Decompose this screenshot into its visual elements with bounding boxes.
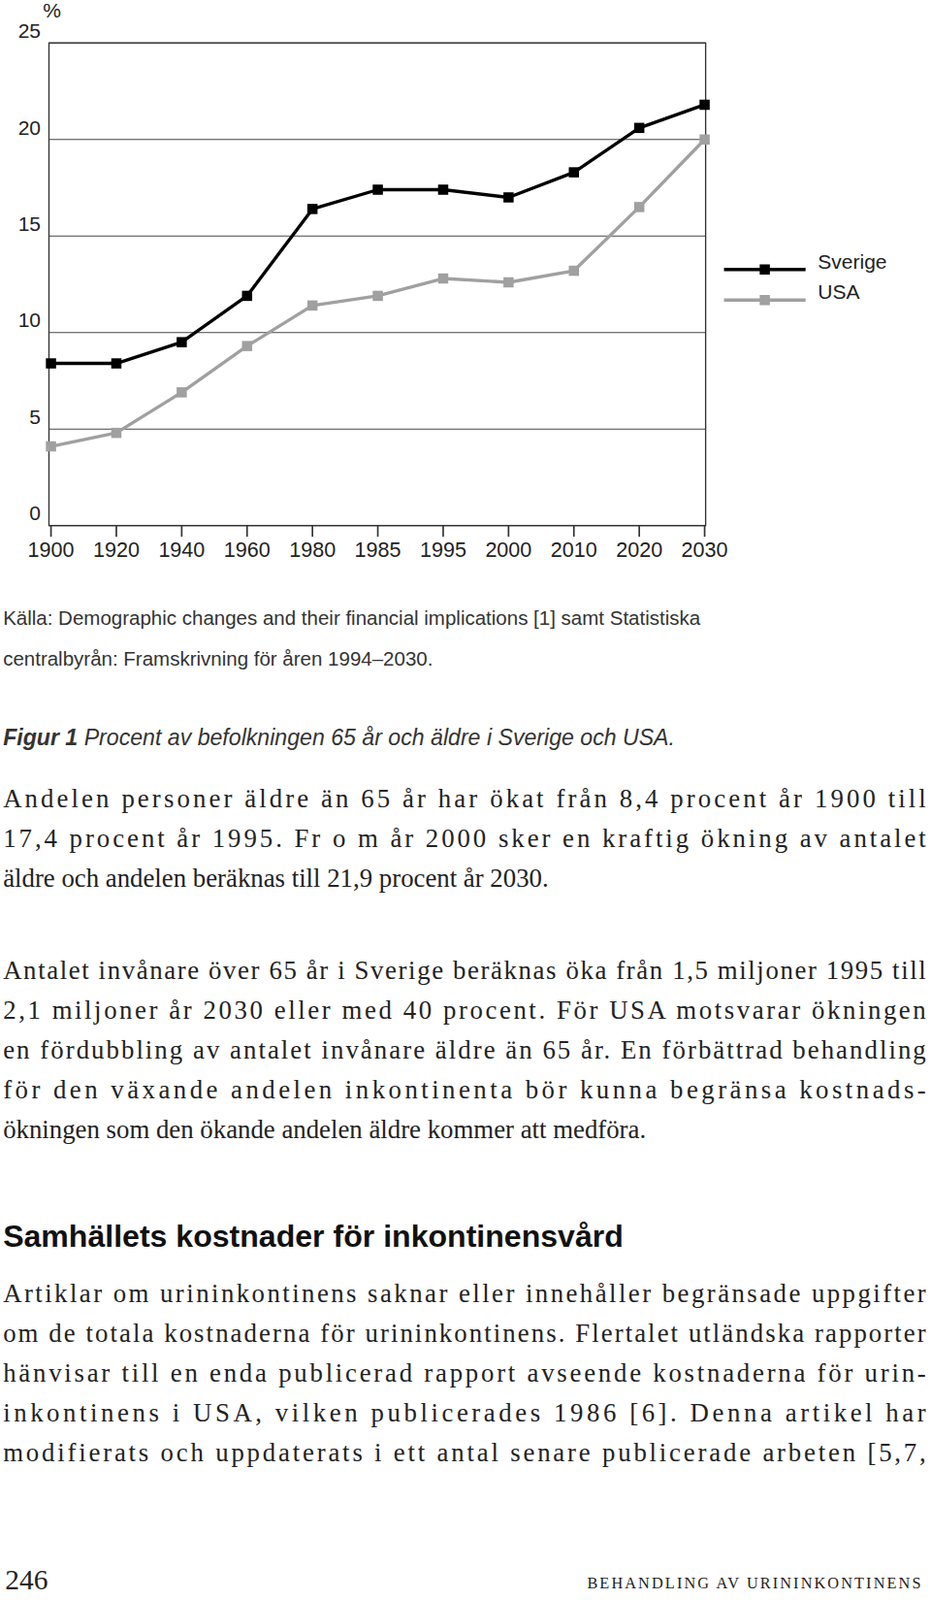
x-tick <box>638 525 641 538</box>
plot-frame <box>48 42 706 525</box>
x-tick-label: 1980 <box>288 537 336 562</box>
body-line: om de totala kostnaderna för urininkonti… <box>2 1317 927 1348</box>
x-tick-label: 1995 <box>419 537 467 562</box>
body-line: hänvisar till en enda publicerad rapport… <box>2 1357 927 1387</box>
body-line: inkontinens i USA, vilken publicerades 1… <box>2 1397 927 1427</box>
x-tick <box>181 525 184 538</box>
marker <box>699 134 710 146</box>
marker <box>372 184 384 195</box>
body-line: för den växande andelen inkontinenta bör… <box>2 1074 927 1104</box>
body-line: Artiklar om urininkontinens saknar eller… <box>2 1278 927 1308</box>
body-line: 2,1 miljoner år 2030 eller med 40 procen… <box>2 995 927 1025</box>
legend-marker <box>759 294 771 306</box>
x-tick-label: 1960 <box>224 537 271 562</box>
y-axis-label: % <box>42 0 62 22</box>
body-line: äldre och andelen beräknas till 21,9 pro… <box>2 863 549 893</box>
x-tick <box>508 525 511 538</box>
marker <box>634 201 645 213</box>
y-tick-label: 10 <box>18 308 41 331</box>
y-tick-label: 15 <box>18 212 41 235</box>
marker <box>569 265 580 277</box>
page: {"chart_data": {"type": "line", "y_label… <box>0 0 931 1600</box>
body-line: ökningen som den ökande andelen äldre ko… <box>2 1114 646 1144</box>
marker <box>307 203 319 215</box>
legend-label: USA <box>817 280 860 303</box>
x-tick-label: 1940 <box>158 537 205 562</box>
x-tick <box>573 525 576 538</box>
marker <box>111 427 123 439</box>
marker <box>242 340 254 352</box>
document: Källa: Demographic changes and their fin… <box>2 606 927 1596</box>
page-canvas: % 0 5 10 15 20 25 1900 1920 1940 1960 1980 1985 1995 2… <box>0 0 931 1600</box>
y-tick-label: 5 <box>29 405 41 428</box>
source-line: centralbyrån: Framskrivning för åren 199… <box>2 646 433 670</box>
marker <box>45 441 57 452</box>
body-line: Andelen personer äldre än 65 år har ökat… <box>2 783 927 813</box>
x-tick-label: 2000 <box>484 537 532 562</box>
y-tick-label: 25 <box>18 19 41 42</box>
marker <box>242 290 254 302</box>
marker <box>111 357 123 369</box>
x-tick <box>377 525 380 538</box>
body-line: Antalet invånare över 65 år i Sverige be… <box>2 955 927 985</box>
caption-label: Figur 1 <box>2 724 78 750</box>
data-marks <box>45 99 710 452</box>
x-tick-label: 2020 <box>615 537 663 562</box>
x-tick-label: 1985 <box>354 537 402 562</box>
page-number: 246 <box>4 1563 48 1595</box>
grid <box>48 42 706 525</box>
running-title: BEHANDLING AV URININKONTINENS <box>586 1573 923 1592</box>
x-tick <box>704 525 707 538</box>
marker <box>699 99 710 111</box>
marker <box>307 300 319 312</box>
x-tick <box>246 525 249 538</box>
legend-marker <box>759 263 771 275</box>
x-tick-label: 1920 <box>93 537 140 562</box>
x-tick <box>442 525 445 538</box>
caption-text: Procent av befolkningen 65 år och äldre … <box>77 724 675 750</box>
y-tick-label: 20 <box>18 116 41 139</box>
section-heading: Samhällets kostnader för inkontinensvård <box>2 1218 624 1253</box>
marker <box>45 357 57 369</box>
x-tick-label: 2030 <box>681 537 729 562</box>
body-line: modifierats och uppdaterats i ett antal … <box>2 1437 927 1467</box>
marker <box>503 277 514 289</box>
marker <box>372 290 384 302</box>
marker <box>634 123 645 134</box>
body-line: en fördubbling av antalet invånare äldre… <box>2 1034 927 1064</box>
marker <box>176 336 188 348</box>
source-line: Källa: Demographic changes and their fin… <box>2 606 702 629</box>
legend: Sverige USA <box>724 250 888 306</box>
grid-line <box>48 428 706 430</box>
x-tick <box>50 525 53 538</box>
y-tick-label: 0 <box>29 501 41 524</box>
footer-spacer <box>2 1566 927 1568</box>
legend-label: Sverige <box>817 250 887 273</box>
marker <box>438 273 450 285</box>
x-tick-label: 1900 <box>28 537 75 562</box>
body-line: 17,4 procent år 1995. Fr o m år 2000 ske… <box>2 823 927 853</box>
series-line <box>51 139 706 447</box>
grid-line <box>48 331 706 333</box>
marker <box>176 386 188 398</box>
x-tick-label: 2010 <box>550 537 598 562</box>
figure-caption: Figur 1 Procent av befolkningen 65 år oc… <box>2 724 675 750</box>
marker <box>569 166 580 178</box>
grid-line <box>48 138 706 140</box>
series-line <box>51 104 706 364</box>
x-tick <box>115 525 118 538</box>
chart: % 0 5 10 15 20 25 1900 1920 1940 1960 1980 1985 1995 2… <box>18 0 888 562</box>
marker <box>438 184 450 195</box>
x-tick <box>311 525 314 538</box>
marker <box>503 192 514 203</box>
